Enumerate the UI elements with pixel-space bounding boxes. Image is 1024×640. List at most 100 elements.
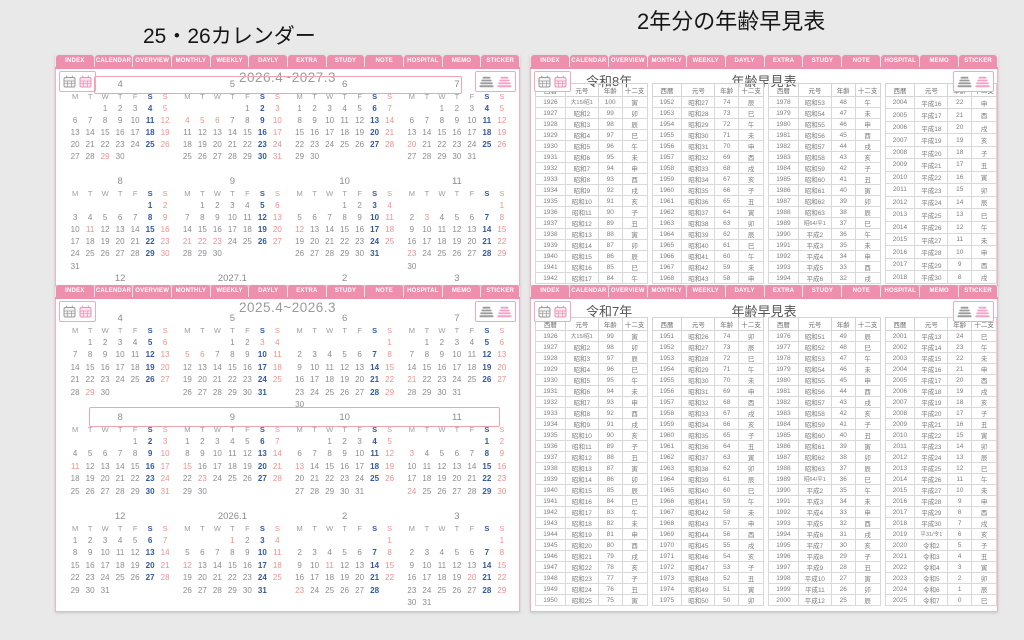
mini-month-2026-4[interactable]: 4 M T W T F S S 1 2 3 4 5 6 7 8 9 10 11 12 13 14 15 16 17 18 19 20 2… [68, 78, 173, 175]
day-cell[interactable]: 3 [312, 548, 317, 558]
day-cell[interactable]: 28 [130, 249, 140, 259]
tab-extra[interactable]: EXTRA [764, 55, 803, 67]
day-cell[interactable]: 14 [310, 461, 320, 471]
day-cell[interactable]: 24 [370, 237, 380, 247]
day-cell[interactable]: 28 [227, 152, 237, 162]
day-cell[interactable]: 17 [422, 237, 432, 247]
day-cell[interactable]: 6 [162, 337, 168, 347]
day-cell[interactable]: 1 [387, 337, 392, 347]
day-cell[interactable]: 25 [325, 387, 335, 397]
day-cell[interactable]: 19 [385, 461, 395, 471]
day-cell[interactable]: 29 [497, 585, 507, 595]
mini-month-2025-7[interactable]: 7 M T W T F S S 1 2 3 4 5 6 7 8 9 10 11 12 13 14 15 16 17 18 19 20 2… [404, 312, 509, 411]
day-cell[interactable]: 15 [85, 362, 95, 372]
day-cell[interactable]: 16 [160, 224, 170, 234]
list-view-toggle[interactable] [475, 71, 516, 92]
day-cell[interactable]: 11 [273, 350, 282, 360]
day-cell[interactable]: 13 [467, 224, 477, 234]
day-cell[interactable]: 7 [312, 449, 317, 459]
day-cell[interactable]: 30 [407, 261, 417, 271]
day-cell[interactable]: 12 [160, 115, 170, 125]
day-cell[interactable]: 8 [200, 212, 205, 222]
day-cell[interactable]: 28 [325, 249, 335, 259]
day-cell[interactable]: 17 [100, 560, 110, 570]
day-cell[interactable]: 16 [100, 362, 110, 372]
day-cell[interactable]: 27 [115, 249, 125, 259]
day-cell[interactable]: 22 [145, 237, 155, 247]
day-cell[interactable]: 1 [87, 337, 93, 347]
day-cell[interactable]: 10 [355, 449, 365, 459]
day-cell[interactable]: 29 [482, 486, 492, 496]
day-cell[interactable]: 6 [454, 449, 460, 459]
tab-weekly[interactable]: WEEKLY [686, 285, 725, 297]
day-cell[interactable]: 6 [117, 212, 123, 222]
day-cell[interactable]: 25 [115, 573, 125, 583]
day-cell[interactable]: 2 [87, 535, 93, 545]
day-cell[interactable]: 30 [212, 249, 222, 259]
day-cell[interactable]: 25 [482, 140, 492, 150]
day-cell[interactable]: 10 [422, 560, 432, 570]
day-cell[interactable]: 28 [370, 585, 380, 595]
day-cell[interactable]: 3 [469, 103, 475, 113]
day-cell[interactable]: 25 [385, 237, 395, 247]
day-cell[interactable]: 31 [100, 585, 110, 595]
day-cell[interactable]: 4 [117, 535, 123, 545]
day-cell[interactable]: 4 [185, 115, 190, 125]
day-cell[interactable]: 10 [467, 115, 477, 125]
stack-icon[interactable] [957, 306, 972, 318]
day-cell[interactable]: 11 [325, 362, 334, 372]
calendar-icon[interactable] [538, 305, 551, 318]
day-cell[interactable]: 7 [162, 535, 168, 545]
day-cell[interactable]: 13 [310, 224, 320, 234]
day-cell[interactable]: 8 [132, 449, 138, 459]
day-cell[interactable]: 23 [115, 140, 125, 150]
day-cell[interactable]: 1 [72, 535, 78, 545]
day-cell[interactable]: 10 [325, 115, 335, 125]
day-cell[interactable]: 9 [102, 350, 108, 360]
day-cell[interactable]: 20 [197, 375, 207, 385]
day-cell[interactable]: 16 [407, 237, 417, 247]
day-cell[interactable]: 12 [355, 115, 365, 125]
day-cell[interactable]: 4 [72, 449, 78, 459]
day-cell[interactable]: 31 [452, 387, 462, 397]
day-cell[interactable]: 10 [115, 350, 125, 360]
day-cell[interactable]: 2 [297, 350, 302, 360]
day-cell[interactable]: 30 [160, 249, 170, 259]
day-cell[interactable]: 30 [497, 486, 507, 496]
day-cell[interactable]: 24 [257, 573, 267, 583]
day-cell[interactable]: 1 [342, 200, 347, 210]
day-cell[interactable]: 23 [257, 140, 267, 150]
day-cell[interactable]: 15 [385, 560, 395, 570]
day-cell[interactable]: 23 [295, 387, 305, 397]
day-cell[interactable]: 10 [257, 548, 267, 558]
day-cell[interactable]: 8 [342, 212, 347, 222]
day-cell[interactable]: 14 [182, 224, 192, 234]
day-cell[interactable]: 20 [497, 362, 507, 372]
day-cell[interactable]: 28 [310, 486, 320, 496]
day-cell[interactable]: 25 [182, 152, 192, 162]
tab-monthly[interactable]: MONTHLY [172, 55, 210, 67]
day-cell[interactable]: 27 [370, 140, 380, 150]
day-cell[interactable]: 5 [342, 548, 347, 558]
day-cell[interactable]: 9 [87, 548, 93, 558]
tab-memo[interactable]: MEMO [920, 55, 959, 67]
day-cell[interactable]: 31 [467, 152, 477, 162]
day-cell[interactable]: 25 [325, 585, 335, 595]
day-cell[interactable]: 26 [437, 486, 447, 496]
day-cell[interactable]: 5 [454, 212, 460, 222]
day-cell[interactable]: 26 [452, 249, 462, 259]
day-cell[interactable]: 16 [242, 362, 252, 372]
day-cell[interactable]: 7 [132, 212, 138, 222]
tab-sticker[interactable]: STICKER [481, 285, 520, 297]
day-cell[interactable]: 6 [200, 350, 205, 360]
day-cell[interactable]: 2 [245, 337, 250, 347]
day-cell[interactable]: 28 [407, 387, 417, 397]
day-cell[interactable]: 17 [70, 237, 80, 247]
day-cell[interactable]: 31 [257, 387, 267, 397]
day-cell[interactable]: 21 [212, 573, 222, 583]
day-cell[interactable]: 15 [227, 560, 237, 570]
day-cell[interactable]: 31 [355, 486, 365, 496]
stack-icon-pink[interactable] [975, 306, 990, 318]
day-cell[interactable]: 14 [130, 224, 140, 234]
day-cell[interactable]: 20 [160, 362, 170, 372]
